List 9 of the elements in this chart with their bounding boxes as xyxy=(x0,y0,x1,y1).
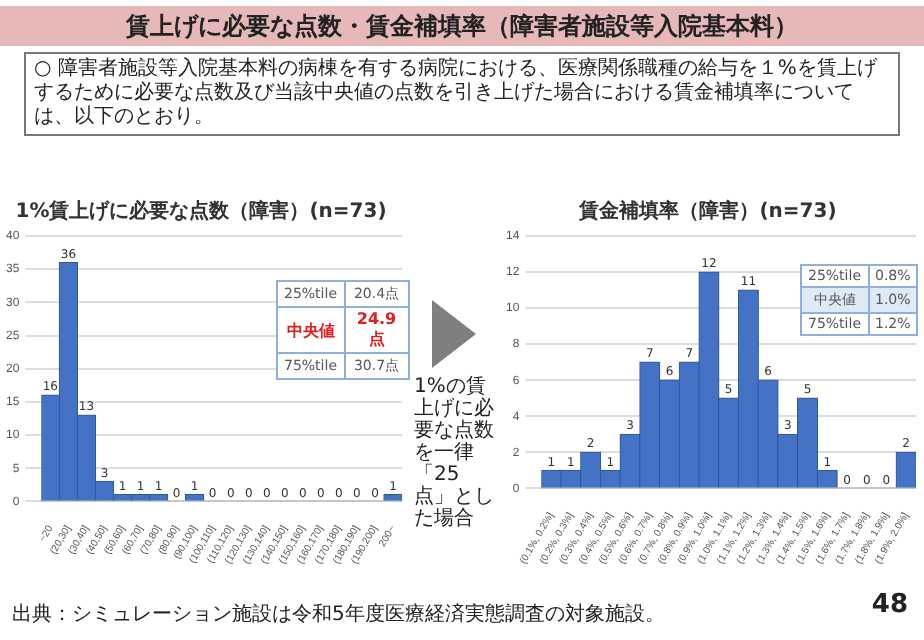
annotation: 24.9点 xyxy=(344,307,409,353)
text: 48 xyxy=(871,590,908,620)
annotation: 中央値 xyxy=(277,307,344,353)
text: ○ 障害者施設等入院基本料の病棟を有する病院における、医療関係職種の給与を１%を賃上げするために必要な点数及び当該中央値の点数を引き上げた場合における賃金補填率については、以下のとおり。 xyxy=(24,52,900,136)
chart-title: 1%賃上げに必要な点数（障害）(n=73) xyxy=(15,199,387,224)
source-note: 出典：シミュレーション施設は令和5年度医療経済実態調査の対象施設。 xyxy=(12,601,665,628)
chart-title: 賃金補填率（障害）(n=73) xyxy=(577,199,837,224)
text: 1%の賃上げに必要な点数を一律「25点」とした場合 xyxy=(414,376,496,530)
text: 賃上げに必要な点数・賃金補填率（障害者施設等入院基本料） xyxy=(0,6,924,46)
